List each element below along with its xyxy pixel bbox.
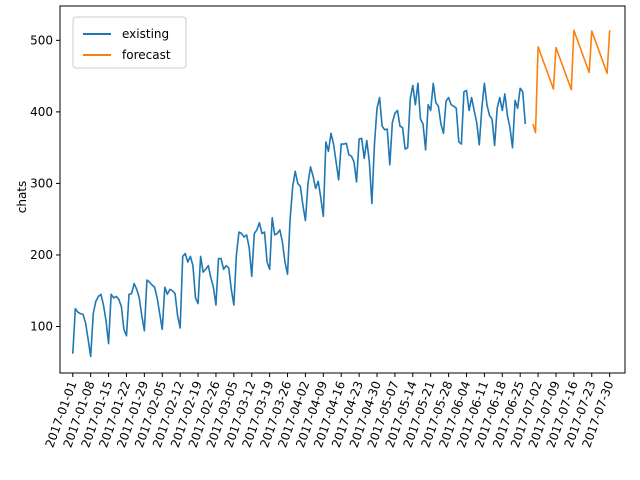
legend: existing forecast bbox=[72, 16, 187, 69]
y-tick-label: 400 bbox=[30, 105, 53, 119]
series-line-forecast bbox=[532, 29, 611, 134]
y-tick-label: 300 bbox=[30, 176, 53, 190]
axes-frame bbox=[59, 5, 626, 374]
plot-area bbox=[59, 5, 626, 374]
series-line-existing bbox=[71, 82, 527, 358]
y-axis: 100 200 300 400 500 bbox=[30, 33, 60, 333]
y-axis-label: chats bbox=[15, 181, 29, 214]
y-tick-label: 500 bbox=[30, 33, 53, 47]
y-tick-label: 100 bbox=[30, 319, 53, 333]
legend-label-existing: existing bbox=[122, 27, 169, 41]
legend-label-forecast: forecast bbox=[122, 48, 171, 62]
series-layer bbox=[71, 29, 611, 358]
y-tick-label: 200 bbox=[30, 248, 53, 262]
